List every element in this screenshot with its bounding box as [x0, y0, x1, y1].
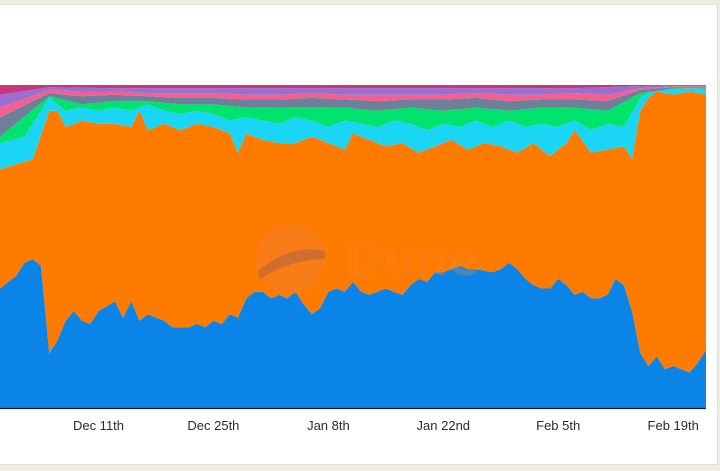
x-axis-ticks: Dec 11th Dec 25th Jan 8th Jan 22nd Feb 5th Fe…: [73, 418, 699, 433]
series-area-5: [0, 87, 706, 137]
dune-watermark: Dune: [256, 224, 480, 294]
watermark-text: Dune: [345, 232, 480, 286]
series-area-2: [0, 91, 706, 373]
series-areas: [0, 85, 706, 408]
x-tick-label: Dec 25th: [187, 418, 239, 433]
series-area-6: [0, 86, 706, 118]
series-area-1: [0, 259, 706, 408]
dune-logo-wave: [258, 249, 325, 279]
series-area-8: [0, 85, 706, 95]
series-area-4: [0, 88, 706, 144]
x-tick-label: Jan 22nd: [417, 418, 471, 433]
series-area-7: [0, 85, 706, 108]
x-tick-label: Dec 11th: [73, 418, 124, 433]
x-tick-label: Jan 8th: [307, 418, 350, 433]
x-tick-label: Feb 5th: [536, 418, 580, 433]
stacked-area-chart: Dune Dec 11th Dec 25th Jan 8th Jan 22nd Feb …: [0, 85, 706, 433]
x-tick-label: Feb 19th: [648, 418, 699, 433]
dune-logo-icon: [256, 224, 326, 294]
series-area-3: [0, 88, 706, 169]
